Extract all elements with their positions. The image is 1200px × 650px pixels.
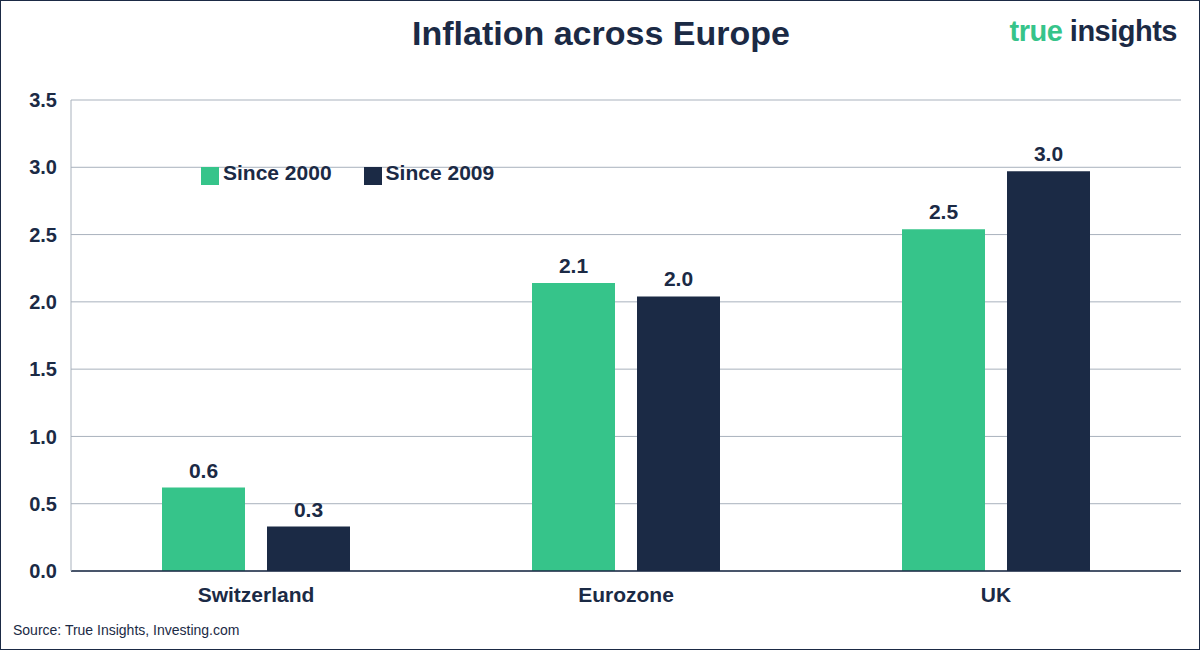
svg-text:Switzerland: Switzerland bbox=[198, 583, 315, 606]
html-text:Source: True Insights, Investi: Source: True Insights, Investing.com bbox=[13, 622, 240, 638]
svg-text:1.0: 1.0 bbox=[29, 426, 57, 448]
svg-text:0.5: 0.5 bbox=[29, 493, 57, 515]
svg-text:1.5: 1.5 bbox=[29, 358, 57, 380]
html-text:Inflation across Europe: Inflation across Europe bbox=[412, 14, 790, 52]
svg-text:2.5: 2.5 bbox=[929, 200, 959, 223]
svg-text:3.0: 3.0 bbox=[29, 156, 57, 178]
html-text:true insights: true insights bbox=[1009, 15, 1177, 47]
svg-text:2.5: 2.5 bbox=[29, 224, 57, 246]
svg-text:UK: UK bbox=[981, 583, 1011, 606]
svg-text:0.6: 0.6 bbox=[189, 459, 218, 482]
html-text:Since 2000: Since 2000 bbox=[223, 161, 332, 184]
svg-text:3.0: 3.0 bbox=[1034, 142, 1063, 165]
svg-text:0.3: 0.3 bbox=[294, 498, 323, 521]
svg-text:2.1: 2.1 bbox=[559, 254, 589, 277]
html-text:Since 2009: Since 2009 bbox=[385, 161, 495, 184]
svg-text:Eurozone: Eurozone bbox=[578, 583, 674, 606]
svg-text:3.5: 3.5 bbox=[29, 89, 57, 111]
svg-text:2.0: 2.0 bbox=[664, 267, 693, 290]
svg-text:2.0: 2.0 bbox=[29, 291, 57, 313]
svg-text:0.0: 0.0 bbox=[29, 560, 57, 582]
